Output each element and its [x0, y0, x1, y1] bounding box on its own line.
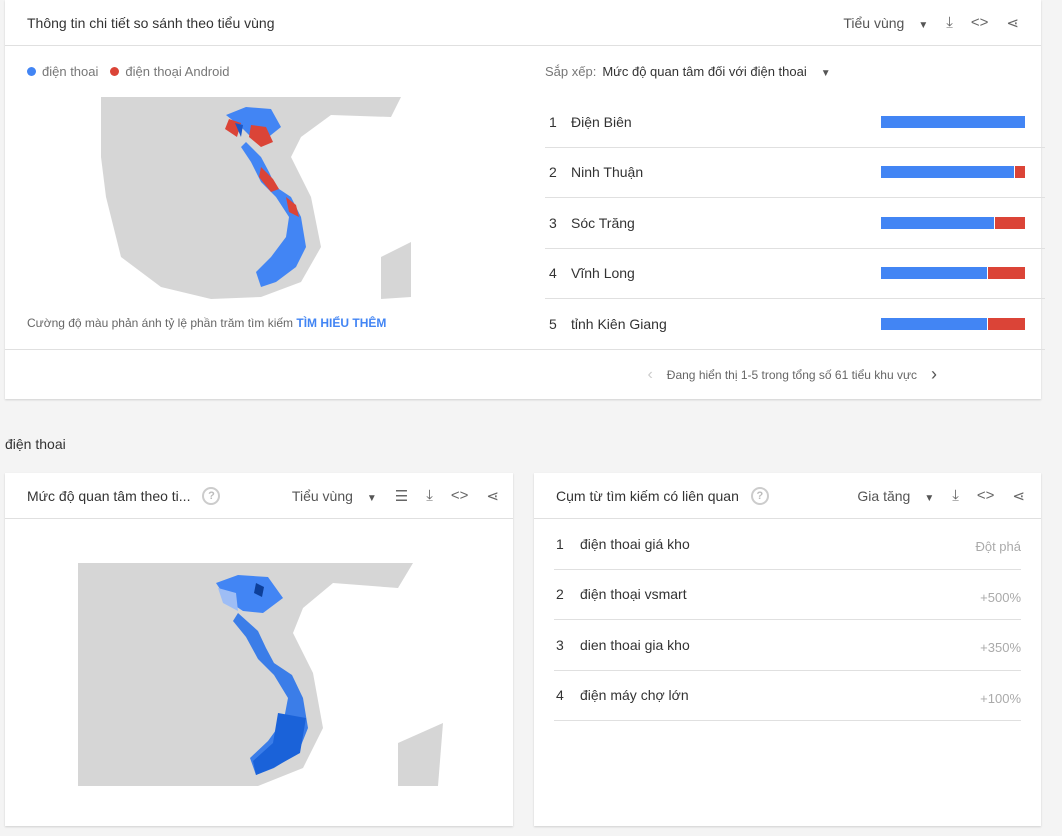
interest-map[interactable]	[78, 563, 443, 786]
legend-label: điện thoại Android	[125, 64, 230, 79]
list-icon[interactable]: ☰	[394, 487, 409, 505]
rank: 4	[549, 265, 557, 282]
section-title: điện thoai	[5, 436, 66, 452]
legend: điện thoai điện thoại Android	[27, 64, 229, 79]
pagination-text: Đang hiển thị 1-5 trong tổng số 61 tiểu …	[666, 367, 917, 382]
region-list: 1 Điện Biên 2 Ninh Thuận 3 Sóc Trăng 4 Vĩnh Lon…	[545, 97, 1045, 350]
caret-down-icon: ▼	[820, 68, 831, 79]
region-row[interactable]: 1 Điện Biên	[545, 97, 1045, 148]
download-icon[interactable]: ⤓	[426, 487, 433, 504]
comparison-map[interactable]	[101, 97, 411, 299]
rank: 4	[556, 687, 564, 704]
query-term: điện máy chợ lớn	[580, 687, 689, 704]
rank: 1	[556, 535, 564, 552]
region-name: Điện Biên	[571, 113, 632, 130]
region-row[interactable]: 2 Ninh Thuận	[545, 148, 1045, 198]
related-query-row[interactable]: 3 dien thoai gia kho +350%	[554, 620, 1021, 671]
region-row[interactable]: 5 tỉnh Kiên Giang	[545, 299, 1045, 350]
query-term: điện thoai giá kho	[580, 535, 690, 552]
query-term: dien thoai gia kho	[580, 636, 690, 653]
share-icon[interactable]: ⋖	[1006, 14, 1019, 32]
share-bar-blue	[881, 115, 1025, 128]
interest-header: Mức độ quan tâm theo ti... ? Tiểu vùng ▼ …	[5, 473, 513, 519]
share-bar	[881, 166, 1025, 179]
related-list: 1 điện thoai giá kho Đột phá 2 điện thoại vs…	[534, 519, 1041, 721]
caret-down-icon: ▼	[924, 492, 935, 504]
related-queries-card: Cụm từ tìm kiếm có liên quan ? Gia tăng ▼…	[534, 473, 1041, 826]
interest-card: Mức độ quan tâm theo ti... ? Tiểu vùng ▼ …	[5, 473, 513, 826]
share-bar-blue	[881, 267, 988, 280]
related-title: Cụm từ tìm kiếm có liên quan	[556, 487, 739, 504]
region-dropdown-label: Tiểu vùng	[291, 487, 353, 504]
related-query-row[interactable]: 2 điện thoại vsmart +500%	[554, 570, 1021, 620]
help-icon[interactable]: ?	[750, 486, 769, 505]
query-value: +350%	[980, 640, 1021, 655]
filter-dropdown[interactable]: Gia tăng ▼	[857, 488, 934, 504]
related-query-row[interactable]: 4 điện máy chợ lớn +100%	[554, 671, 1021, 721]
rank: 3	[556, 636, 564, 653]
share-icon[interactable]: ⋖	[1012, 487, 1025, 505]
sort-control[interactable]: Sắp xếp: Mức độ quan tâm đối với điện tho…	[545, 64, 831, 79]
region-name: tỉnh Kiên Giang	[571, 315, 667, 332]
share-bar-blue	[881, 317, 988, 330]
related-query-row[interactable]: 1 điện thoai giá kho Đột phá	[554, 519, 1021, 570]
help-icon[interactable]: ?	[202, 486, 221, 505]
rank: 3	[549, 214, 557, 231]
sort-label: Sắp xếp:	[545, 64, 597, 79]
map-note-text: Cường độ màu phản ánh tỷ lệ phần trăm tì…	[27, 316, 294, 330]
query-value: +100%	[980, 690, 1021, 706]
rank: 2	[556, 586, 564, 603]
next-page-icon[interactable]: ›	[931, 364, 937, 384]
red-dot-icon	[110, 67, 120, 76]
legend-item: điện thoại Android	[110, 64, 229, 79]
compare-title: Thông tin chi tiết so sánh theo tiểu vùn…	[27, 14, 275, 31]
legend-item: điện thoai	[27, 64, 98, 79]
share-bar-blue	[881, 166, 1015, 179]
embed-icon[interactable]: <>	[450, 487, 469, 504]
query-term: điện thoại vsmart	[580, 586, 687, 603]
rank: 2	[549, 164, 557, 181]
region-dropdown-label: Tiểu vùng	[843, 14, 905, 31]
learn-more-link[interactable]: TÌM HIỂU THÊM	[296, 316, 387, 330]
map-note: Cường độ màu phản ánh tỷ lệ phần trăm tì…	[27, 316, 386, 330]
share-bar	[881, 115, 1025, 128]
region-dropdown[interactable]: Tiểu vùng ▼	[292, 488, 377, 504]
region-name: Sóc Trăng	[571, 214, 635, 231]
embed-icon[interactable]: <>	[976, 487, 995, 504]
rank: 1	[549, 113, 557, 130]
caret-down-icon: ▼	[918, 19, 929, 31]
sort-value: Mức độ quan tâm đối với điện thoai	[602, 64, 807, 79]
caret-down-icon: ▼	[366, 492, 377, 504]
region-row[interactable]: 3 Sóc Trăng	[545, 198, 1045, 249]
embed-icon[interactable]: <>	[970, 14, 989, 31]
region-dropdown[interactable]: Tiểu vùng ▼	[843, 15, 928, 31]
blue-dot-icon	[27, 67, 36, 76]
related-header: Cụm từ tìm kiếm có liên quan ? Gia tăng ▼…	[534, 473, 1041, 519]
query-value: +500%	[980, 589, 1021, 605]
share-bar	[881, 267, 1025, 280]
prev-page-icon[interactable]: ‹	[647, 365, 653, 383]
share-bar	[881, 216, 1025, 229]
legend-label: điện thoai	[42, 64, 99, 79]
share-icon[interactable]: ⋖	[486, 487, 499, 505]
pagination: ‹ Đang hiển thị 1-5 trong tổng số 61 tiể…	[5, 349, 1041, 399]
download-icon[interactable]: ⤓	[952, 487, 959, 504]
query-value: Đột phá	[975, 539, 1021, 554]
rank: 5	[549, 315, 557, 332]
compare-header: Thông tin chi tiết so sánh theo tiểu vùn…	[5, 0, 1041, 46]
share-bar	[881, 317, 1025, 330]
share-bar-blue	[881, 216, 995, 229]
download-icon[interactable]: ⤓	[946, 14, 953, 31]
compare-card: Thông tin chi tiết so sánh theo tiểu vùn…	[5, 0, 1045, 399]
interest-title: Mức độ quan tâm theo ti...	[27, 487, 191, 504]
filter-dropdown-label: Gia tăng	[857, 487, 911, 504]
region-name: Ninh Thuận	[571, 164, 644, 181]
region-row[interactable]: 4 Vĩnh Long	[545, 249, 1045, 299]
region-name: Vĩnh Long	[571, 265, 635, 282]
